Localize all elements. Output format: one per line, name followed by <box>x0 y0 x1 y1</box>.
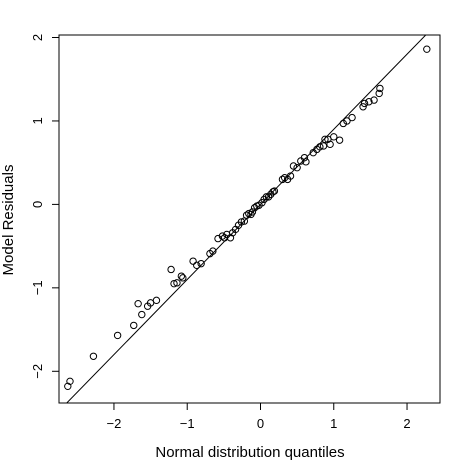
x-tick-label: −1 <box>180 416 195 431</box>
data-point <box>321 135 329 144</box>
data-point <box>269 188 277 196</box>
y-tick-label: −1 <box>30 280 45 295</box>
y-axis-label: Model Residuals <box>0 165 17 276</box>
data-point <box>289 162 298 170</box>
data-point <box>179 274 187 282</box>
x-tick-label: 0 <box>257 416 264 431</box>
data-point <box>319 142 328 150</box>
y-tick-label: −2 <box>30 364 45 379</box>
y-tick-label: 2 <box>30 34 45 41</box>
data-point <box>209 247 217 255</box>
data-point <box>89 352 98 360</box>
data-point <box>138 310 146 319</box>
data-point <box>339 119 347 128</box>
data-point <box>193 261 201 270</box>
plot-frame <box>58 34 441 404</box>
data-point <box>173 279 181 287</box>
data-point <box>237 218 246 226</box>
data-point <box>316 143 324 151</box>
data-point <box>286 172 295 180</box>
data-point <box>423 45 431 53</box>
data-point <box>250 204 259 212</box>
data-point <box>170 279 178 288</box>
data-point <box>248 208 257 216</box>
x-tick-label: −2 <box>107 416 122 431</box>
data-point <box>152 296 161 305</box>
data-point <box>242 211 251 219</box>
x-tick-label: 1 <box>330 416 337 431</box>
data-point <box>360 99 369 108</box>
y-tick-label: 0 <box>30 201 45 208</box>
data-point <box>375 89 383 98</box>
data-point <box>167 265 175 274</box>
data-point <box>130 321 138 330</box>
data-point <box>270 187 279 195</box>
data-point <box>348 113 356 122</box>
data-point <box>365 98 373 106</box>
data-point <box>293 163 301 172</box>
data-point <box>197 259 205 268</box>
data-point <box>278 175 287 184</box>
data-point <box>177 272 186 280</box>
data-point <box>189 257 197 265</box>
x-axis-label: Normal distribution quantiles <box>155 444 344 461</box>
data-point <box>330 133 338 141</box>
data-point <box>113 331 122 340</box>
data-point <box>343 117 351 125</box>
data-point <box>64 382 72 391</box>
data-point <box>262 193 271 201</box>
y-tick-label: 1 <box>30 117 45 124</box>
data-points <box>64 45 431 391</box>
data-point <box>134 299 142 308</box>
x-axis: −2 −1 0 1 2 <box>107 403 411 431</box>
data-point <box>300 153 309 162</box>
x-tick-label: 2 <box>403 416 410 431</box>
data-point <box>226 234 235 242</box>
data-point <box>260 195 268 204</box>
data-point <box>66 377 74 386</box>
data-point <box>359 103 367 111</box>
data-point <box>370 96 378 104</box>
y-axis: −2 −1 0 1 2 <box>30 34 59 379</box>
data-point <box>376 84 384 93</box>
data-point <box>218 232 227 240</box>
data-point <box>326 140 334 149</box>
data-point <box>335 136 344 144</box>
data-point <box>264 193 273 201</box>
data-point <box>302 158 310 166</box>
